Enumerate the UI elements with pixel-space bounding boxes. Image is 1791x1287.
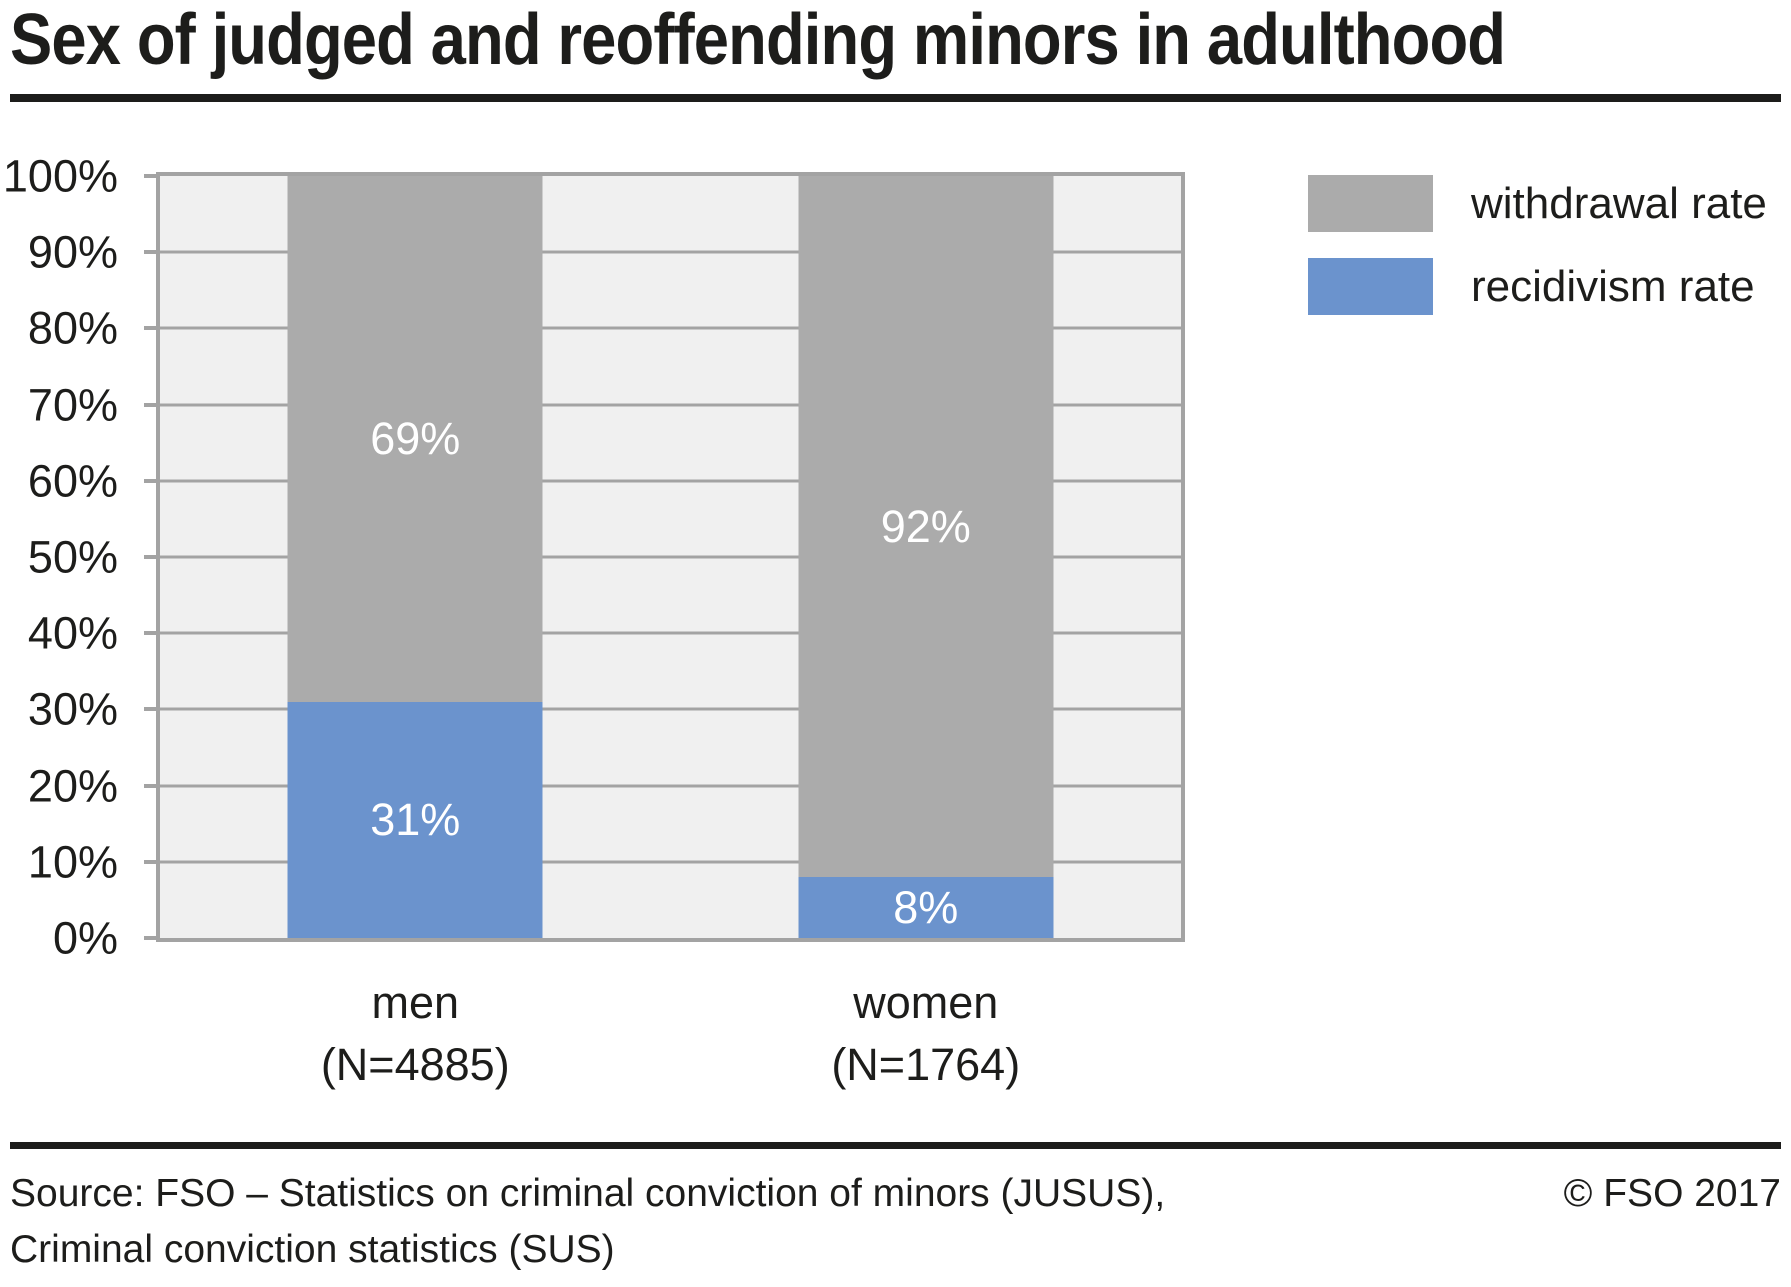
segment-withdrawal-rate-men: 69% [287, 176, 543, 702]
legend-item-withdrawal-rate: withdrawal rate [1308, 175, 1767, 232]
y-tick-10% [144, 859, 158, 864]
x-label-men: men (N=4885) [321, 972, 510, 1096]
gridline-70% [160, 403, 1181, 407]
footer-divider [10, 1142, 1781, 1149]
y-tick-50% [144, 555, 158, 559]
bar-women: 8% 92% [798, 176, 1054, 938]
chart-title: Sex of judged and reoffending minors in … [10, 0, 1506, 80]
y-tick-80% [144, 326, 158, 331]
y-tick-label: 90% [27, 226, 118, 278]
x-label-women: women (N=1764) [831, 972, 1020, 1096]
gridline-30% [160, 707, 1181, 711]
y-tick-label: 80% [27, 302, 118, 354]
category-sublabel: (N=4885) [320, 1039, 510, 1090]
plot-area: 31% 69% 8% 92% [156, 172, 1185, 942]
y-tick-90% [144, 250, 158, 255]
legend-swatch-withdrawal-rate [1308, 175, 1433, 232]
segment-recidivism-rate-women: 8% [798, 877, 1054, 938]
x-axis-labels: men (N=4885) women (N=1764) [160, 972, 1181, 1112]
y-tick-100% [144, 174, 158, 178]
y-tick-30% [144, 707, 158, 712]
title-divider [10, 94, 1781, 102]
gridline-40% [160, 631, 1181, 635]
gridline-20% [160, 784, 1181, 788]
y-tick-label: 30% [27, 683, 118, 735]
gridline-10% [160, 860, 1181, 864]
value-label: 31% [370, 794, 461, 846]
source-line-1: Source: FSO – Statistics on criminal con… [10, 1172, 1166, 1215]
y-tick-40% [144, 631, 158, 636]
legend-item-recidivism-rate: recidivism rate [1308, 258, 1767, 315]
segment-withdrawal-rate-women: 92% [798, 176, 1054, 878]
gridlines [160, 176, 1181, 938]
y-tick-0% [144, 936, 158, 940]
legend-swatch-recidivism-rate [1308, 258, 1433, 315]
bar-men: 31% 69% [287, 176, 543, 938]
y-tick-label: 20% [27, 760, 118, 812]
y-tick-label: 0% [52, 912, 118, 964]
segment-recidivism-rate-men: 31% [287, 701, 543, 938]
category-name: men [371, 977, 460, 1028]
y-tick-label: 40% [27, 607, 118, 659]
y-tick-label: 70% [27, 379, 118, 431]
gridline-50% [160, 555, 1181, 559]
legend: withdrawal rate recidivism rate [1308, 175, 1767, 341]
value-label: 8% [893, 882, 959, 934]
y-axis-ticks [144, 174, 158, 940]
legend-label: withdrawal rate [1471, 178, 1767, 228]
gridline-80% [160, 326, 1181, 330]
value-label: 69% [370, 413, 461, 465]
category-name: women [853, 977, 999, 1028]
source-note: Source: FSO – Statistics on criminal con… [10, 1166, 1165, 1278]
copyright-note: © FSO 2017 [1563, 1172, 1781, 1215]
y-tick-20% [144, 783, 158, 788]
y-tick-label: 60% [27, 455, 118, 507]
y-tick-60% [144, 478, 158, 483]
source-line-2: Criminal conviction statistics (SUS) [10, 1228, 615, 1271]
gridline-60% [160, 479, 1181, 483]
y-tick-label: 10% [27, 836, 118, 888]
bars: 31% 69% 8% 92% [160, 176, 1181, 938]
legend-label: recidivism rate [1471, 261, 1755, 311]
y-tick-label: 50% [27, 531, 118, 583]
y-tick-70% [144, 402, 158, 407]
y-axis-labels: 0% 10% 20% 30% 40% 50% 60% 70% 80% 90% 100% [0, 154, 118, 961]
y-tick-label: 100% [2, 150, 118, 202]
gridline-90% [160, 250, 1181, 254]
value-label: 92% [880, 501, 971, 553]
category-sublabel: (N=1764) [831, 1039, 1021, 1090]
